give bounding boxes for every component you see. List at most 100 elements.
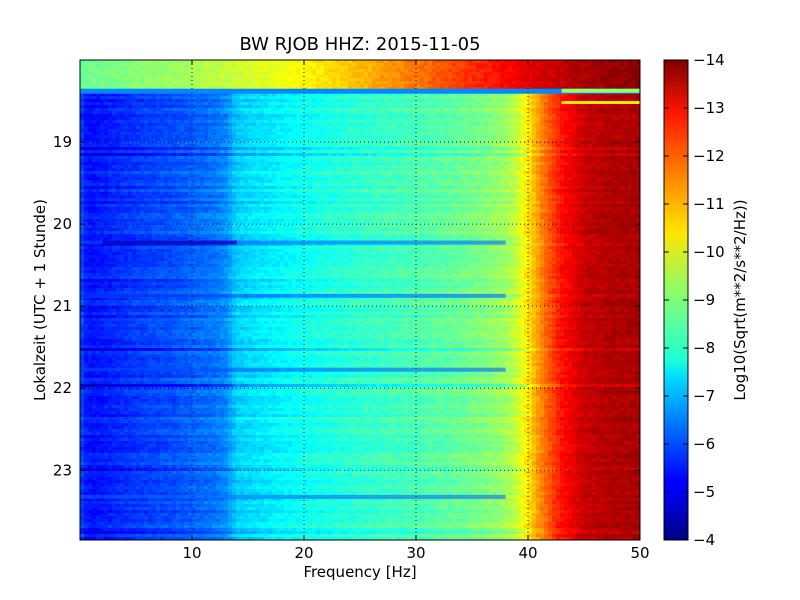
heatmap-cell	[520, 72, 525, 76]
heatmap-cell	[124, 99, 129, 103]
heatmap-cell	[200, 135, 205, 139]
heatmap-cell	[160, 138, 165, 142]
heatmap-cell	[588, 159, 593, 163]
heatmap-cell	[268, 129, 273, 133]
heatmap-cell	[508, 111, 513, 115]
heatmap-cell	[540, 141, 545, 145]
heatmap-cell	[584, 111, 589, 115]
heatmap-cell	[180, 141, 185, 145]
heatmap-cell	[556, 153, 561, 157]
heatmap-cell	[480, 129, 485, 133]
heatmap-cell	[248, 129, 253, 133]
heatmap-cell	[108, 66, 113, 70]
heatmap-cell	[156, 162, 161, 166]
heatmap-cell	[364, 66, 369, 70]
heatmap-cell	[180, 108, 185, 112]
heatmap-cell	[168, 105, 173, 109]
heatmap-cell	[336, 81, 341, 85]
heatmap-cell	[112, 111, 117, 115]
heatmap-cell	[124, 66, 129, 70]
heatmap-cell	[296, 114, 301, 118]
heatmap-cell	[444, 99, 449, 103]
heatmap-cell	[332, 156, 337, 160]
heatmap-cell	[496, 111, 501, 115]
heatmap-cell	[312, 153, 317, 157]
heatmap-cell	[600, 141, 605, 145]
heatmap-cell	[156, 126, 161, 130]
heatmap-cell	[324, 153, 329, 157]
heatmap-cell	[548, 111, 553, 115]
heatmap-cell	[256, 111, 261, 115]
heatmap-cell	[140, 150, 145, 154]
heatmap-cell	[280, 114, 285, 118]
heatmap-cell	[224, 84, 229, 88]
heatmap-cell	[328, 132, 333, 136]
heatmap-cell	[168, 141, 173, 145]
heatmap-cell	[508, 84, 513, 88]
heatmap-cell	[120, 132, 125, 136]
heatmap-cell	[464, 99, 469, 103]
heatmap-cell	[612, 75, 617, 79]
heatmap-cell	[540, 126, 545, 130]
heatmap-cell	[260, 81, 265, 85]
heatmap-cell	[136, 66, 141, 70]
heatmap-cell	[252, 138, 257, 142]
heatmap-cell	[124, 78, 129, 82]
heatmap-cell	[164, 63, 169, 67]
heatmap-cell	[584, 120, 589, 124]
heatmap-cell	[588, 60, 593, 64]
heatmap-cell	[120, 135, 125, 139]
heatmap-cell	[264, 63, 269, 67]
heatmap-cell	[520, 114, 525, 118]
heatmap-cell	[220, 96, 225, 100]
heatmap-cell	[604, 138, 609, 142]
heatmap-cell	[156, 138, 161, 142]
heatmap-cell	[412, 117, 417, 121]
heatmap-cell	[168, 102, 173, 106]
heatmap-cell	[104, 63, 109, 67]
heatmap-cell	[144, 84, 149, 88]
heatmap-cell	[404, 159, 409, 163]
heatmap-cell	[456, 126, 461, 130]
heatmap-cell	[272, 114, 277, 118]
heatmap-cell	[372, 132, 377, 136]
heatmap-cell	[448, 108, 453, 112]
heatmap-cell	[572, 150, 577, 154]
heatmap-cell	[332, 96, 337, 100]
heatmap-cell	[500, 117, 505, 121]
heatmap-cell	[388, 132, 393, 136]
heatmap-cell	[492, 126, 497, 130]
heatmap-cell	[624, 120, 629, 124]
heatmap-cell	[608, 111, 613, 115]
heatmap-cell	[236, 141, 241, 145]
heatmap-cell	[568, 111, 573, 115]
heatmap-cell	[164, 99, 169, 103]
heatmap-cell	[152, 138, 157, 142]
heatmap-cell	[620, 72, 625, 76]
heatmap-cell	[488, 135, 493, 139]
heatmap-cell	[552, 123, 557, 127]
heatmap-cell	[260, 159, 265, 163]
heatmap-cell	[148, 159, 153, 163]
heatmap-cell	[572, 78, 577, 82]
heatmap-cell	[252, 159, 257, 163]
heatmap-cell	[184, 159, 189, 163]
heatmap-cell	[460, 102, 465, 106]
heatmap-cell	[400, 138, 405, 142]
heatmap-cell	[384, 78, 389, 82]
heatmap-cell	[452, 63, 457, 67]
heatmap-cell	[252, 60, 257, 64]
heatmap-cell	[552, 105, 557, 109]
heatmap-cell	[448, 111, 453, 115]
heatmap-cell	[136, 129, 141, 133]
heatmap-cell	[88, 72, 93, 76]
heatmap-cell	[248, 63, 253, 67]
heatmap-cell	[252, 111, 257, 115]
heatmap-cell	[524, 141, 529, 145]
heatmap-cell	[364, 126, 369, 130]
heatmap-cell	[280, 72, 285, 76]
heatmap-cell	[100, 63, 105, 67]
heatmap-cell	[584, 78, 589, 82]
heatmap-cell	[228, 99, 233, 103]
